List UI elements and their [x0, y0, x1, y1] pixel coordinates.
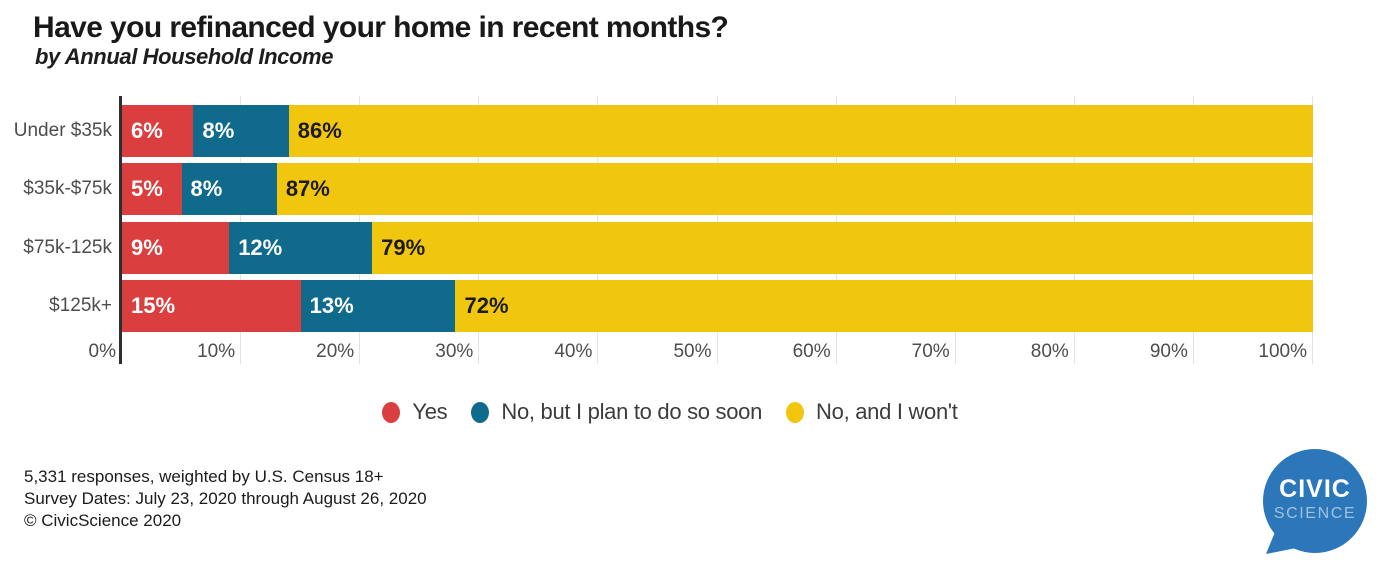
legend-label: No, and I won't — [816, 399, 958, 424]
bar-segment: 79% — [372, 222, 1313, 274]
bar-segment: 15% — [122, 280, 301, 332]
legend-item: Yes — [382, 399, 448, 425]
bar-value-label: 12% — [238, 235, 283, 260]
bar-segment: 8% — [193, 105, 289, 157]
x-tick-label: 70% — [911, 341, 950, 362]
legend-label: No, but I plan to do so soon — [501, 399, 763, 424]
bar-value-label: 13% — [309, 293, 354, 318]
legend-label: Yes — [412, 399, 448, 424]
x-tick-label: 60% — [792, 341, 831, 362]
plot-area: 0% 10% 20% 30% 40% 50% 60% 70% 80% 90% 100% 6% 8% 86%… — [89, 96, 1313, 364]
bar-value-label: 79% — [381, 235, 426, 260]
bar-row: 6% 8% 86% — [122, 105, 1313, 157]
y-category-label: $125k+ — [49, 295, 112, 316]
bar-value-label: 86% — [297, 118, 342, 143]
bar-segment: 9% — [122, 222, 230, 274]
bar-row: 5% 8% 87% — [122, 163, 1313, 215]
bar-row: 9% 12% 79% — [122, 222, 1313, 274]
x-tick-label: 20% — [316, 341, 355, 362]
footer-responses: 5,331 responses, weighted by U.S. Census… — [24, 467, 384, 486]
stacked-bar-chart: 0% 10% 20% 30% 40% 50% 60% 70% 80% 90% 100% 6% 8% 86%… — [13, 96, 1313, 364]
chart-title: Have you refinanced your home in recent … — [33, 11, 729, 44]
bar-segment: 5% — [122, 163, 182, 215]
bar-value-label: 9% — [131, 235, 163, 260]
chart-legend: Yes No, but I plan to do so soon No, and I… — [0, 397, 1340, 427]
bar-segment: 8% — [181, 163, 277, 215]
x-tick-label: 90% — [1149, 341, 1188, 362]
bar-segment: 12% — [229, 222, 373, 274]
x-tick-label: 0% — [88, 341, 116, 362]
bar-value-label: 5% — [131, 176, 163, 201]
legend-swatch-icon — [471, 401, 490, 423]
speech-bubble-icon: CIVIC SCIENCE — [1263, 449, 1367, 554]
civicscience-logo: CIVIC SCIENCE — [1256, 448, 1370, 560]
bar-segment: 86% — [288, 105, 1313, 157]
bar-value-label: 8% — [202, 118, 235, 143]
bar-row: 15% 13% 72% — [122, 280, 1313, 332]
legend-swatch-icon — [382, 401, 401, 423]
y-category-label: Under $35k — [13, 120, 112, 141]
y-category-label: $35k-$75k — [23, 178, 112, 199]
footer-survey-dates: Survey Dates: July 23, 2020 through Augu… — [24, 489, 427, 508]
bar-segment: 87% — [276, 163, 1313, 215]
logo-text-science: SCIENCE — [1274, 505, 1356, 522]
legend-item: No, and I won't — [786, 399, 958, 425]
y-category-label: $75k-125k — [23, 237, 112, 258]
x-tick-label: 30% — [435, 341, 474, 362]
x-tick-label: 40% — [554, 341, 593, 362]
bar-value-label: 8% — [190, 176, 223, 201]
legend-item: No, but I plan to do so soon — [471, 399, 762, 425]
bar-segment: 72% — [455, 280, 1313, 332]
bar-segment: 13% — [300, 280, 456, 332]
x-tick-label: 50% — [673, 341, 712, 362]
x-tick-label: 10% — [197, 341, 236, 362]
bar-value-label: 6% — [131, 118, 163, 143]
footer-notes: 5,331 responses, weighted by U.S. Census… — [24, 466, 427, 532]
bar-segment: 6% — [122, 105, 194, 157]
bar-value-label: 72% — [464, 293, 509, 318]
footer-copyright: © CivicScience 2020 — [24, 511, 182, 530]
bar-value-label: 15% — [131, 293, 176, 318]
logo-text-civic: CIVIC — [1279, 475, 1351, 503]
bar-value-label: 87% — [285, 176, 330, 201]
y-axis-line — [119, 96, 122, 364]
x-tick-label: 100% — [1258, 341, 1307, 362]
chart-subtitle: by Annual Household Income — [35, 44, 334, 69]
legend-swatch-icon — [786, 401, 805, 423]
x-tick-label: 80% — [1030, 341, 1069, 362]
